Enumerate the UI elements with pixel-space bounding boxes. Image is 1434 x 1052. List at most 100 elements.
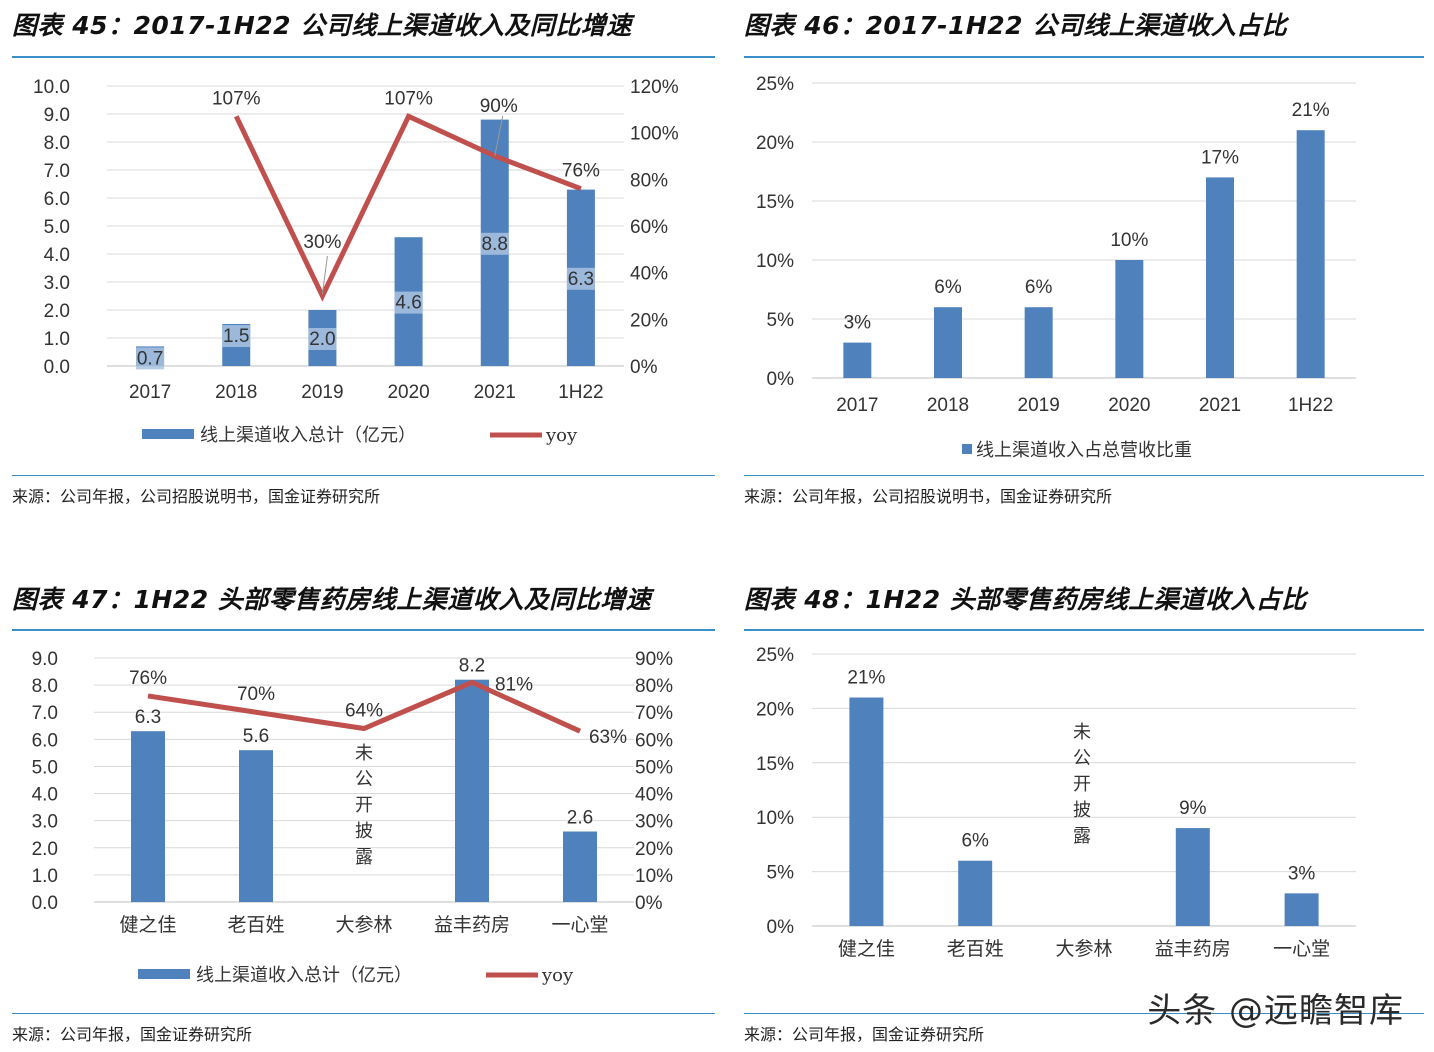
line-series-yoy (233, 113, 582, 302)
x-tick-label: 2021 (1199, 395, 1241, 416)
panel-46: 图表 46：2017-1H22 公司线上渠道收入占比 0% 5% 10% 15% 20%… (744, 6, 1424, 516)
panel-47: 图表 47：1H22 头部零售药房线上渠道收入及同比增速 0.0 1.0 2.0 3.… (12, 580, 715, 1046)
line-data-label: 63% (589, 727, 627, 748)
bar-data-label: 2.0 (309, 329, 335, 350)
x-tick-label: 1H22 (558, 382, 603, 403)
y2-tick-label: 80% (635, 676, 673, 697)
bar (1284, 893, 1319, 926)
bar-data-label: 21% (847, 668, 885, 689)
y-tick-label: 0% (767, 369, 795, 390)
bar (934, 307, 962, 378)
bar (843, 342, 872, 378)
title-rule (744, 56, 1424, 58)
bar-data-label: 8.2 (459, 656, 485, 677)
bar-data-label: 6.3 (568, 269, 594, 290)
bar (131, 731, 165, 902)
y-tick-label: 8.0 (44, 133, 70, 154)
y2-tick-label: 20% (630, 310, 668, 331)
x-tick-label: 健之佳 (838, 938, 895, 960)
x-tick-label: 2020 (387, 382, 429, 403)
source-rule (12, 475, 715, 476)
y2-tick-label: 60% (630, 217, 668, 238)
line-data-label: 107% (212, 88, 261, 109)
y-tick-label: 20% (756, 699, 794, 720)
bar (849, 697, 884, 926)
y2-tick-label: 100% (630, 124, 679, 145)
bar-data-label: 0.7 (137, 348, 163, 369)
bar-data-label: 5.6 (243, 726, 269, 747)
y-tick-label: 0.0 (32, 893, 58, 914)
data-label-band (394, 291, 423, 314)
y-tick-label: 2.0 (32, 839, 58, 860)
panel-48: 图表 48：1H22 头部零售药房线上渠道收入占比 0% 5% 10% 15% 20% 2… (744, 580, 1424, 1046)
annotation-char: 公 (355, 769, 373, 790)
legend-swatch-bar (138, 969, 190, 979)
data-label-band (222, 325, 251, 347)
bar (1024, 307, 1053, 378)
bar-data-label: 3% (1288, 863, 1316, 884)
source-rule (744, 1013, 1424, 1014)
x-tick-label: 2018 (215, 382, 257, 403)
y-tick-label: 10% (756, 808, 794, 829)
chart-47: 0.0 1.0 2.0 3.0 4.0 5.0 6.0 7.0 8.0 9.0 0% 10% 20% 30… (32, 649, 674, 986)
bar-data-label: 1.5 (223, 326, 249, 347)
annotation-char: 未 (1073, 722, 1091, 743)
y-tick-label: 4.0 (44, 245, 70, 266)
y-tick-label: 5.0 (32, 757, 58, 778)
line-data-label: 64% (345, 700, 383, 721)
annotation-char: 未 (355, 743, 373, 764)
y-tick-label: 0% (767, 917, 795, 938)
y2-tick-label: 0% (635, 893, 663, 914)
bar-data-label: 17% (1201, 147, 1239, 168)
x-tick-label: 2019 (1018, 395, 1060, 416)
legend-label-line: yoy (541, 965, 574, 986)
y2-tick-label: 70% (635, 703, 673, 724)
y-tick-label: 3.0 (32, 812, 58, 833)
chart-46: 0% 5% 10% 15% 20% 25% 2017 2018 2019 2020 2021 1H22… (756, 74, 1356, 461)
x-tick-label: 益丰药房 (1155, 938, 1231, 960)
x-tick-label: 2019 (301, 382, 343, 403)
y-tick-label: 9.0 (32, 649, 58, 670)
panel-45: 图表 45：2017-1H22 公司线上渠道收入及同比增速 0.0 1.0 2.0 3… (12, 6, 715, 516)
y-tick-label: 10% (756, 251, 794, 272)
x-tick-label: 老百姓 (947, 938, 1004, 960)
bar (239, 750, 273, 902)
line-data-label: 107% (384, 88, 433, 109)
label-leader (494, 115, 504, 157)
y-tick-label: 6.0 (44, 189, 70, 210)
bar-data-label: 9% (1179, 798, 1207, 819)
y-tick-label: 10.0 (33, 77, 70, 98)
y2-tick-label: 30% (635, 812, 673, 833)
y2-tick-label: 50% (635, 757, 673, 778)
line-data-label: 81% (495, 674, 533, 695)
legend-label-bar: 线上渠道收入占总营收比重 (976, 440, 1192, 461)
y-tick-label: 15% (756, 754, 794, 775)
y-tick-label: 15% (756, 192, 794, 213)
y-tick-label: 25% (756, 645, 794, 666)
x-tick-label: 大参林 (1055, 938, 1112, 960)
bar (1296, 130, 1325, 378)
y-tick-label: 2.0 (44, 301, 70, 322)
y-tick-label: 7.0 (32, 703, 58, 724)
annotation-char: 披 (355, 821, 373, 842)
legend-label-line: yoy (545, 425, 578, 446)
y2-tick-label: 80% (630, 170, 668, 191)
bar-data-label: 10% (1110, 230, 1148, 251)
x-tick-label: 健之佳 (119, 914, 176, 936)
y-tick-label: 20% (756, 133, 794, 154)
legend-swatch-bar (962, 444, 972, 454)
x-tick-label: 1H22 (1288, 395, 1333, 416)
bar-data-label: 6.3 (135, 707, 161, 728)
y-tick-label: 4.0 (32, 785, 58, 806)
y-tick-label: 0.0 (44, 357, 70, 378)
legend-swatch-bar (142, 429, 194, 439)
y2-tick-label: 0% (630, 357, 658, 378)
bar-data-label: 2.6 (567, 808, 593, 829)
bar-data-label: 8.8 (482, 234, 508, 255)
source-rule (12, 1013, 715, 1014)
bar (563, 831, 597, 902)
x-tick-label: 2018 (927, 395, 969, 416)
chart-48: 0% 5% 10% 15% 20% 25% 健之佳 老百姓 大参林 益丰药房 一心堂 21% 6% 9% 3… (756, 645, 1356, 960)
bar-data-label: 4.6 (395, 293, 421, 314)
watermark: 头条 @远瞻智库 (1147, 991, 1404, 1031)
